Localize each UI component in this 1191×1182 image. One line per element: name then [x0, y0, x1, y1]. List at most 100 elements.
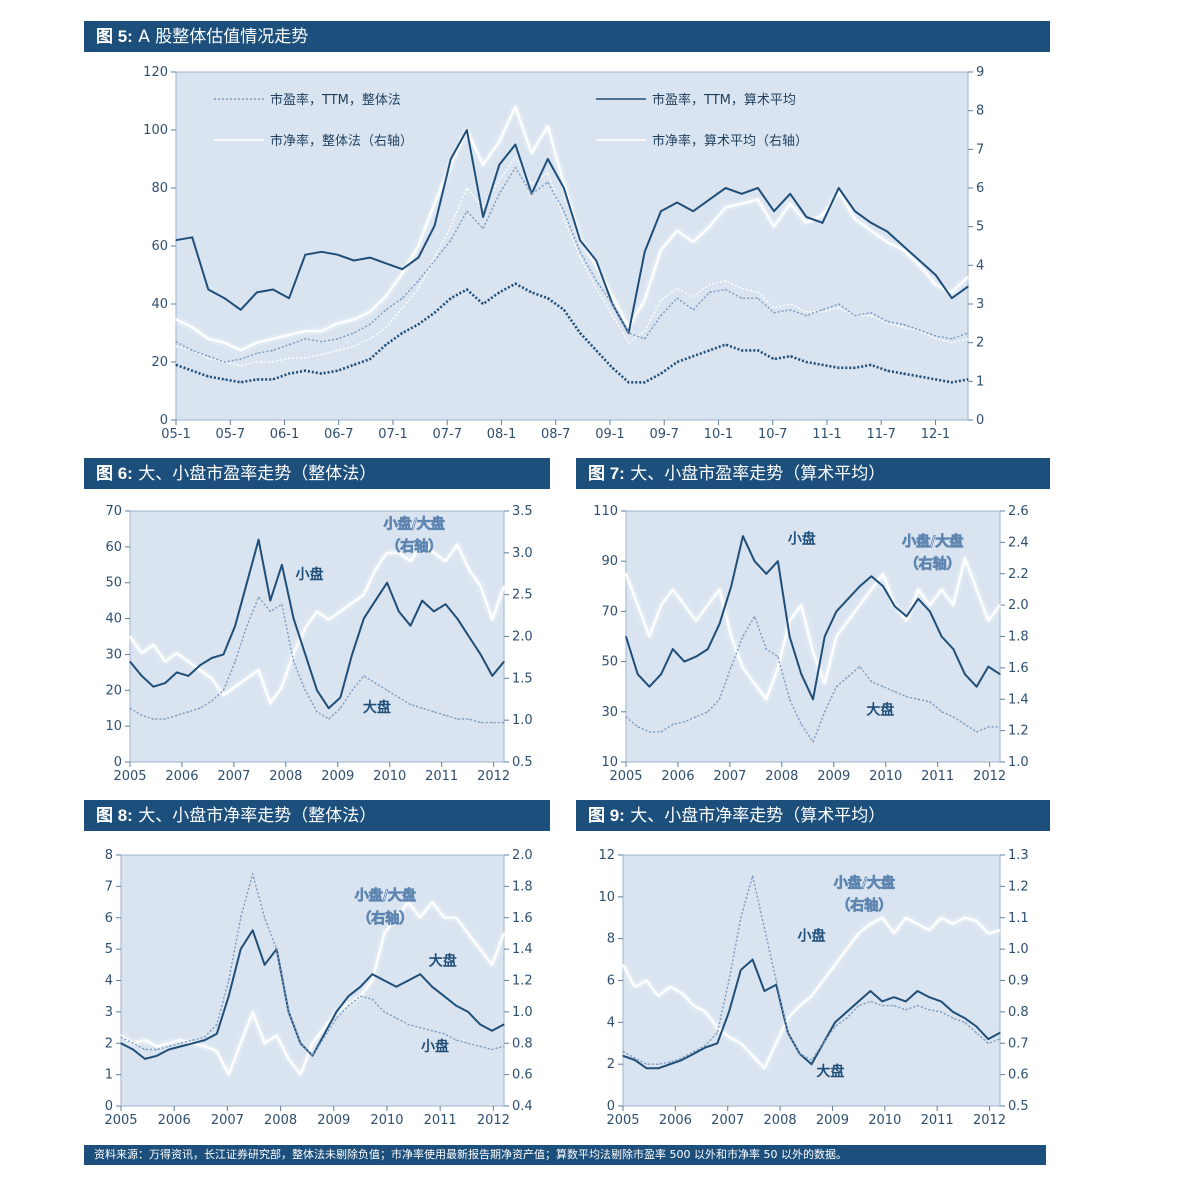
x-tick-label: 09-7 [649, 427, 679, 442]
series-point-2 [854, 367, 856, 369]
y-tick-label-right: 6 [976, 181, 984, 196]
series-point-1 [870, 680, 873, 683]
series-point-0 [563, 187, 565, 189]
x-tick-label: 2010 [373, 769, 406, 784]
x-tick-label: 2005 [113, 769, 146, 784]
series-point-1 [256, 352, 258, 355]
series-point-1 [928, 1009, 931, 1011]
series-point-2 [152, 644, 155, 646]
chart-9-group: 0 2 4 6 8 10 12 0.5 0.6 0.7 0.8 0.9 1.0 1.1 1.2 1.3 2005… [598, 848, 1028, 1128]
y-tick-label-left: 12 [598, 848, 615, 863]
series-line-1 [175, 166, 969, 363]
series-point-0 [327, 707, 330, 709]
series-point-4 [272, 361, 274, 363]
y-tick-label-right: 1.4 [512, 942, 533, 957]
series-point-1 [479, 721, 482, 724]
annotation-label: 大盘 [866, 701, 894, 718]
y-tick-label-left: 90 [601, 554, 618, 569]
y-tick-label-right: 0.6 [512, 1068, 533, 1083]
series-point-1 [409, 703, 412, 706]
series-point-1 [627, 332, 630, 334]
x-tick-label: 2010 [370, 1113, 403, 1128]
series-point-1 [320, 340, 323, 343]
series-point-2 [975, 920, 978, 922]
series-point-0 [180, 1045, 182, 1048]
series-point-2 [304, 369, 307, 372]
series-point-1 [728, 979, 730, 982]
series-point-0 [251, 929, 254, 932]
annotation-label: 小盘 [788, 531, 816, 548]
series-point-1 [676, 297, 678, 299]
x-tick-label: 12-1 [921, 427, 951, 442]
series-point-2 [773, 358, 775, 360]
series-point-1 [810, 1059, 813, 1061]
series-point-0 [929, 610, 931, 613]
series-point-1 [846, 1017, 848, 1019]
series-point-2 [353, 364, 355, 366]
series-point-1 [660, 731, 662, 733]
series-point-1 [751, 875, 754, 877]
series-point-1 [455, 1039, 457, 1041]
annotation-label: 小盘/大盘 [384, 516, 445, 533]
y-tick-label-left: 70 [601, 604, 618, 619]
series-point-4 [595, 287, 597, 290]
series-point-2 [579, 332, 581, 334]
series-point-2 [834, 964, 836, 966]
series-point-1 [940, 711, 943, 713]
series-point-2 [805, 361, 808, 363]
series-point-1 [669, 1061, 671, 1063]
series-point-1 [934, 335, 937, 337]
series-point-1 [716, 1032, 719, 1034]
series-point-2 [812, 651, 814, 653]
series-point-2 [234, 685, 236, 688]
series-point-2 [857, 932, 860, 935]
series-point-1 [812, 741, 814, 743]
series-point-0 [503, 660, 505, 663]
series-point-2 [256, 378, 258, 381]
x-tick-label: 11-7 [866, 427, 896, 442]
series-point-4 [498, 179, 501, 182]
series-point-1 [859, 665, 861, 668]
series-point-2 [987, 620, 990, 622]
series-point-0 [351, 653, 353, 656]
x-tick-label: 05-1 [161, 427, 191, 442]
series-point-2 [503, 585, 505, 588]
series-point-0 [371, 973, 374, 975]
series-point-1 [263, 917, 266, 919]
series-point-3 [724, 206, 727, 209]
series-point-4 [256, 361, 258, 363]
series-point-2 [716, 1026, 719, 1029]
series-point-0 [257, 538, 260, 541]
series-point-0 [363, 617, 365, 620]
series-point-0 [288, 297, 290, 299]
y-tick-label-left: 100 [143, 123, 168, 138]
series-point-2 [316, 610, 318, 613]
y-tick-label-left: 1 [105, 1068, 113, 1083]
series-point-1 [636, 726, 639, 728]
y-tick-label-right: 1.6 [1008, 661, 1029, 676]
series-point-1 [152, 718, 155, 720]
series-point-1 [672, 723, 674, 726]
series-point-1 [753, 615, 756, 618]
series-point-0 [704, 1046, 707, 1049]
series-point-2 [975, 588, 978, 591]
series-point-1 [963, 1021, 966, 1024]
series-point-0 [648, 685, 651, 688]
series-point-1 [386, 689, 388, 692]
series-point-4 [369, 338, 371, 340]
series-point-1 [708, 291, 711, 294]
series-point-3 [563, 183, 565, 185]
series-point-1 [893, 1004, 895, 1007]
series-point-1 [207, 355, 210, 358]
series-point-0 [821, 222, 824, 224]
series-point-2 [227, 1073, 230, 1076]
series-point-0 [320, 251, 323, 253]
series-point-1 [847, 675, 849, 678]
series-point-2 [443, 916, 446, 919]
series-point-3 [870, 229, 872, 232]
x-tick-label: 05-7 [215, 427, 245, 442]
series-point-4 [724, 280, 727, 282]
series-point-1 [563, 210, 565, 212]
series-point-2 [788, 620, 791, 622]
series-point-2 [287, 1058, 290, 1060]
